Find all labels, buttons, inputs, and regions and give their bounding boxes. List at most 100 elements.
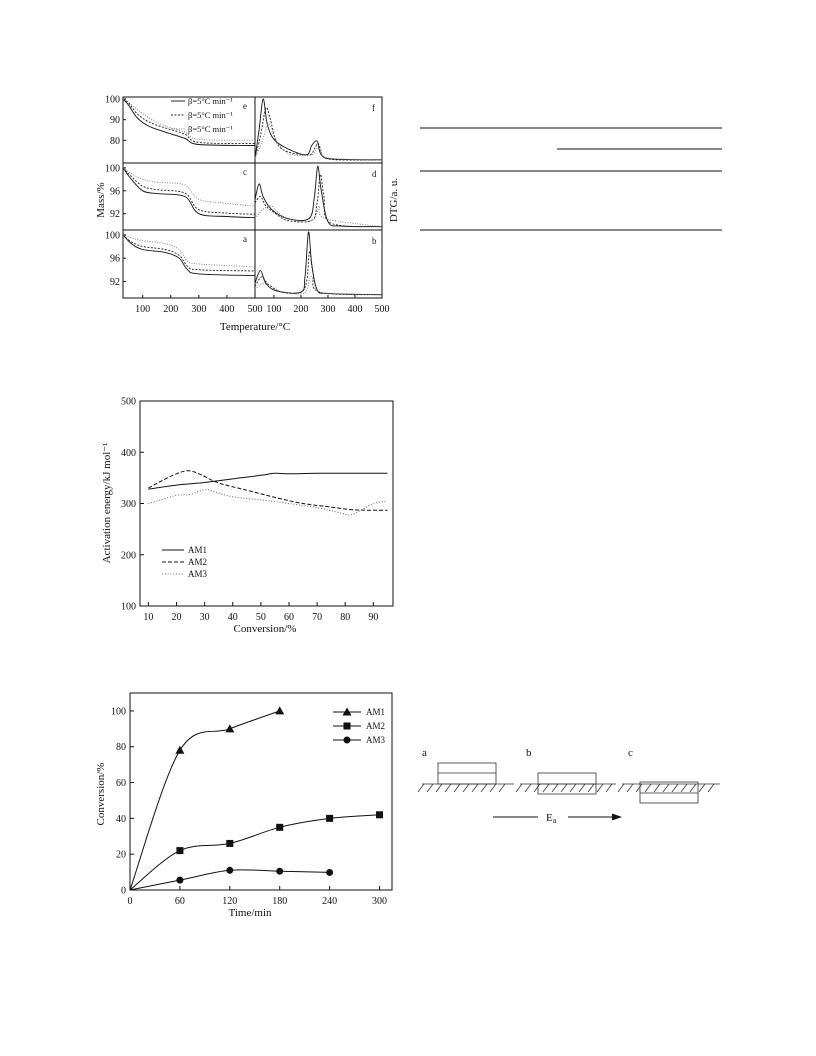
arrow-label-main: E [546,812,553,824]
energy-tick-label: 200 [121,550,136,561]
legend-marker-am1 [342,707,352,716]
surface-hatch [578,783,586,793]
panel-label-a: a [243,234,247,244]
tg-curve-a-2 [122,234,256,272]
conversion-curve-am1 [129,710,280,891]
dtg-curve-d-2 [254,173,383,228]
am3-point [326,868,334,876]
surface-hatch [444,783,452,793]
am3-point [176,876,184,884]
tg-curve-c-1 [122,167,256,219]
time-tick-label: 60 [175,896,185,907]
surface-hatch [417,783,425,793]
temp-tick-label-left: 200 [163,304,178,315]
conversion-time-marks: 0 60 120 180 240 300 0 20 40 60 80 100 AM1 AM2 AM3 [111,692,393,907]
time-xlabel: Time/min [229,907,272,919]
legend-entry-am2: AM2 [188,557,207,567]
surface-hatch [515,783,523,793]
temp-tick-label-right: 300 [320,304,335,315]
surface-hatch [453,783,461,793]
conversion-tick-label: 10 [143,612,153,623]
conversion-tick-label: 90 [368,612,378,623]
temp-tick-label-left: 100 [135,304,150,315]
legend-entry-am3: AM3 [188,569,208,579]
conversion-tick-label: 0 [121,886,126,897]
tg-curve-e-1 [122,98,256,146]
conversion-tick-label: 70 [312,612,322,623]
am3-point [226,866,234,874]
surface-b [515,783,616,793]
time-tick-label: 0 [128,896,133,907]
mass-tick-label-e: 80 [110,136,120,147]
legend-entry-1: β=5°C min⁻¹ [188,96,233,106]
block-b [537,772,597,795]
temp-tick-label-left: 300 [191,304,206,315]
am2-point [326,814,334,822]
block-a [437,762,497,785]
mass-tick-label-c: 92 [110,209,120,220]
conversion-tick-label: 80 [340,612,350,623]
surface-hatch [617,783,625,793]
dtg-curve-f-3 [254,123,383,161]
tg-dtg-frame [122,96,383,299]
mass-tick-label-c: 96 [110,186,120,197]
surface-hatch [635,783,643,793]
temp-tick-label-left: 500 [248,304,263,315]
conversion-tick-label: 40 [116,814,126,825]
surface-hatch [551,783,559,793]
dtg-curve-f-1 [254,98,383,161]
activation-energy-marks: 10 20 30 40 50 60 70 80 90 100 200 300 400 500 AM1 AM2 A… [121,397,394,623]
mass-tick-label-a: 92 [110,277,120,288]
mass-tick-label-a: 100 [105,230,120,241]
dtg-curve-b-2 [254,250,383,296]
tg-dtg-marks: 100 90 80 e 100 96 92 c 100 96 92 a f d b 100 200 300 400 5… [105,95,390,316]
surface-hatch [662,783,670,793]
temperature-axis-label: Temperature/°C [220,321,290,333]
mass-tick-label-e: 90 [110,115,120,126]
energy-line-am1 [148,472,388,490]
surface-hatch [498,783,506,793]
surface-hatch [698,783,706,793]
surface-hatch [489,783,497,793]
tg-curve-a-3 [122,234,256,268]
legend-entry-am3: AM3 [366,735,386,745]
legend-entry-am2: AM2 [366,721,385,731]
adsorption-schematic: a b c Ea [417,747,720,825]
arrow-label-subscript: a [553,816,557,825]
am2-point [376,811,384,819]
dtg-curve-d-1 [254,165,383,228]
am2-point [276,823,284,831]
legend-entry-am1: AM1 [188,545,207,555]
time-tick-label: 240 [322,896,337,907]
conversion-tick-label: 80 [116,742,126,753]
conversion-tick-label: 60 [284,612,294,623]
dtg-axis-label: DTG/a. u. [388,178,400,223]
surface-hatch [480,783,488,793]
diagram-label-c: c [628,747,633,759]
diagram-label-a: a [422,747,427,759]
time-tick-label: 300 [372,896,387,907]
activation-energy-chart: 10 20 30 40 50 60 70 80 90 100 200 300 400 500 AM1 AM2 A… [101,397,394,635]
tg-curve-a-1 [122,234,256,277]
diagram-label-b: b [526,747,532,759]
surface-hatch [644,783,652,793]
dtg-curve-b-3 [254,276,383,296]
legend-entry-am1: AM1 [366,707,385,717]
conversion-time-frame [129,692,393,891]
temp-tick-label-left: 400 [219,304,234,315]
surface-hatch [462,783,470,793]
mass-axis-label: Mass/% [95,182,107,217]
legend-entry-3: β=5°C min⁻¹ [188,124,233,134]
legend-marker-am3 [343,736,351,744]
surface-a [417,783,514,793]
conversion-tick-label: 60 [116,778,126,789]
panel-label-c: c [243,167,247,177]
mass-tick-label-c: 100 [105,163,120,174]
am3-point [276,867,284,875]
surface-hatch [626,783,634,793]
energy-tick-label: 400 [121,448,136,459]
panel-label-b: b [372,236,377,246]
surface-hatch [707,783,715,793]
table-rules [420,127,722,231]
surface-hatch [560,783,568,793]
